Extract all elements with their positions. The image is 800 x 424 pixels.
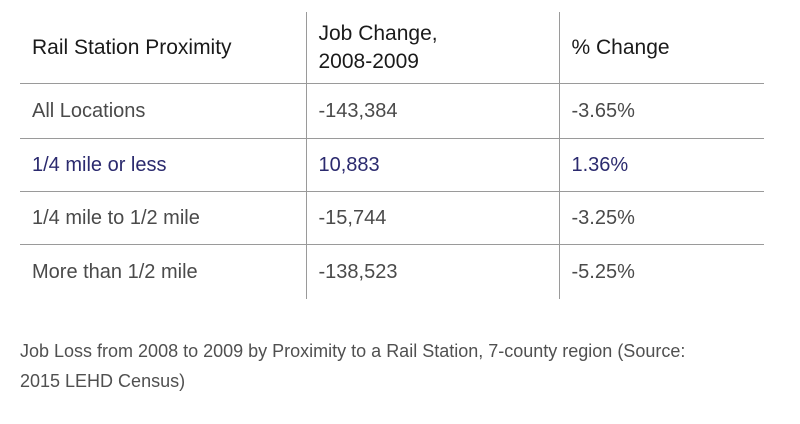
cell-job-change: 10,883 xyxy=(306,139,559,192)
header-label-line2: 2008-2009 xyxy=(319,50,419,73)
table-row: 1/4 mile to 1/2 mile -15,744 -3.25% xyxy=(20,192,764,245)
table-header-row: Rail Station Proximity Job Change, 2008-… xyxy=(20,12,764,84)
cell-percent-change: -3.25% xyxy=(559,192,764,245)
cell-percent-change: -3.65% xyxy=(559,84,764,139)
header-label: % Change xyxy=(572,36,670,59)
cell-job-change: -138,523 xyxy=(306,245,559,300)
caption-line1: Job Loss from 2008 to 2009 by Proximity … xyxy=(20,341,685,361)
cell-job-change: -15,744 xyxy=(306,192,559,245)
cell-job-change: -143,384 xyxy=(306,84,559,139)
cell-percent-change: -5.25% xyxy=(559,245,764,300)
header-label-line1: Job Change, xyxy=(319,22,438,45)
cell-location: More than 1/2 mile xyxy=(20,245,306,300)
header-rail-station-proximity: Rail Station Proximity xyxy=(20,12,306,84)
cell-percent-change: 1.36% xyxy=(559,139,764,192)
table-row: All Locations -143,384 -3.65% xyxy=(20,84,764,139)
header-label: Rail Station Proximity xyxy=(32,36,232,59)
table-row-highlighted: 1/4 mile or less 10,883 1.36% xyxy=(20,139,764,192)
cell-location: 1/4 mile or less xyxy=(20,139,306,192)
caption-line2: 2015 LEHD Census) xyxy=(20,371,185,391)
job-change-table: Rail Station Proximity Job Change, 2008-… xyxy=(20,12,764,299)
header-percent-change: % Change xyxy=(559,12,764,84)
table-caption: Job Loss from 2008 to 2009 by Proximity … xyxy=(20,336,780,396)
job-change-table-container: Rail Station Proximity Job Change, 2008-… xyxy=(20,12,764,299)
header-job-change: Job Change, 2008-2009 xyxy=(306,12,559,84)
cell-location: All Locations xyxy=(20,84,306,139)
cell-location: 1/4 mile to 1/2 mile xyxy=(20,192,306,245)
table-row: More than 1/2 mile -138,523 -5.25% xyxy=(20,245,764,300)
